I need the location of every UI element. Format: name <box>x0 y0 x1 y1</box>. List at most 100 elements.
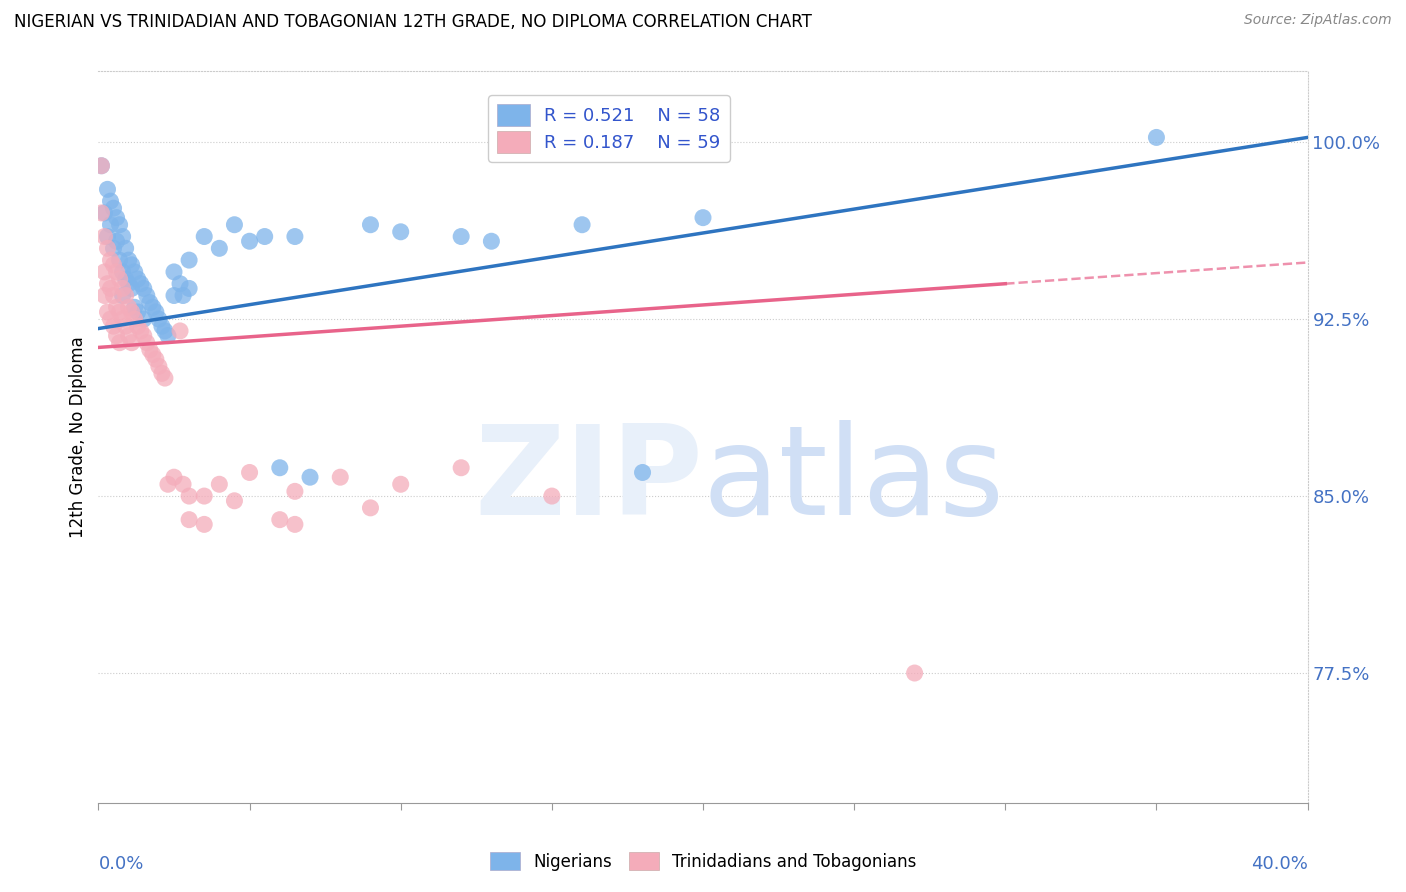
Point <box>208 241 231 255</box>
Text: 40.0%: 40.0% <box>1251 855 1308 872</box>
Point <box>139 295 162 310</box>
Point <box>193 489 215 503</box>
Point <box>96 229 118 244</box>
Point <box>571 218 593 232</box>
Point <box>124 265 146 279</box>
Point <box>96 305 118 319</box>
Point <box>540 489 562 503</box>
Point <box>114 241 136 255</box>
Point <box>121 258 143 272</box>
Point <box>105 328 128 343</box>
Point <box>93 265 115 279</box>
Point <box>145 305 167 319</box>
Point <box>904 666 927 681</box>
Point <box>111 229 134 244</box>
Point <box>111 281 134 295</box>
Point <box>145 352 167 367</box>
Point <box>127 272 149 286</box>
Point <box>108 305 131 319</box>
Point <box>481 234 503 248</box>
Point <box>121 335 143 350</box>
Point <box>103 258 125 272</box>
Point <box>163 265 186 279</box>
Point <box>127 319 149 334</box>
Point <box>169 324 191 338</box>
Point <box>299 470 322 484</box>
Point <box>150 319 173 334</box>
Text: 0.0%: 0.0% <box>98 855 143 872</box>
Point <box>142 301 165 315</box>
Point <box>692 211 714 225</box>
Point <box>124 301 146 315</box>
Point <box>156 477 179 491</box>
Point <box>103 288 125 302</box>
Point <box>100 253 122 268</box>
Point <box>193 517 215 532</box>
Point <box>253 229 276 244</box>
Legend: R = 0.521    N = 58, R = 0.187    N = 59: R = 0.521 N = 58, R = 0.187 N = 59 <box>488 95 730 161</box>
Point <box>169 277 191 291</box>
Point <box>132 281 155 295</box>
Point <box>239 234 262 248</box>
Point <box>208 477 231 491</box>
Point <box>100 312 122 326</box>
Point <box>105 301 128 315</box>
Point <box>100 218 122 232</box>
Point <box>108 272 131 286</box>
Text: atlas: atlas <box>703 420 1005 541</box>
Point <box>111 312 134 326</box>
Point <box>93 288 115 302</box>
Point <box>90 206 112 220</box>
Point <box>108 335 131 350</box>
Point <box>153 324 176 338</box>
Point <box>179 253 201 268</box>
Text: Source: ZipAtlas.com: Source: ZipAtlas.com <box>1244 13 1392 28</box>
Point <box>148 312 170 326</box>
Point <box>105 265 128 279</box>
Y-axis label: 12th Grade, No Diploma: 12th Grade, No Diploma <box>69 336 87 538</box>
Point <box>121 305 143 319</box>
Point <box>132 328 155 343</box>
Point <box>100 281 122 295</box>
Point <box>118 277 141 291</box>
Point <box>118 253 141 268</box>
Point <box>631 466 654 480</box>
Point <box>129 324 152 338</box>
Point <box>163 470 186 484</box>
Point <box>153 371 176 385</box>
Point <box>100 194 122 208</box>
Point <box>172 477 194 491</box>
Point <box>129 277 152 291</box>
Point <box>1144 130 1167 145</box>
Point <box>118 328 141 343</box>
Point <box>450 460 472 475</box>
Point <box>124 312 146 326</box>
Point <box>135 288 157 302</box>
Point <box>135 335 157 350</box>
Point <box>103 319 125 334</box>
Point <box>163 288 186 302</box>
Point <box>156 328 179 343</box>
Point <box>139 343 162 357</box>
Legend: Nigerians, Trinidadians and Tobagonians: Nigerians, Trinidadians and Tobagonians <box>481 844 925 880</box>
Point <box>132 312 155 326</box>
Point <box>224 493 246 508</box>
Point <box>269 513 291 527</box>
Point <box>329 470 352 484</box>
Point <box>90 159 112 173</box>
Point <box>360 218 382 232</box>
Point <box>179 281 201 295</box>
Point <box>224 218 246 232</box>
Point <box>284 517 307 532</box>
Point <box>114 272 136 286</box>
Point <box>239 466 262 480</box>
Point <box>127 305 149 319</box>
Point <box>179 513 201 527</box>
Point <box>193 229 215 244</box>
Point <box>450 229 472 244</box>
Point <box>96 182 118 196</box>
Point <box>93 229 115 244</box>
Point <box>389 477 412 491</box>
Point <box>150 367 173 381</box>
Point <box>103 201 125 215</box>
